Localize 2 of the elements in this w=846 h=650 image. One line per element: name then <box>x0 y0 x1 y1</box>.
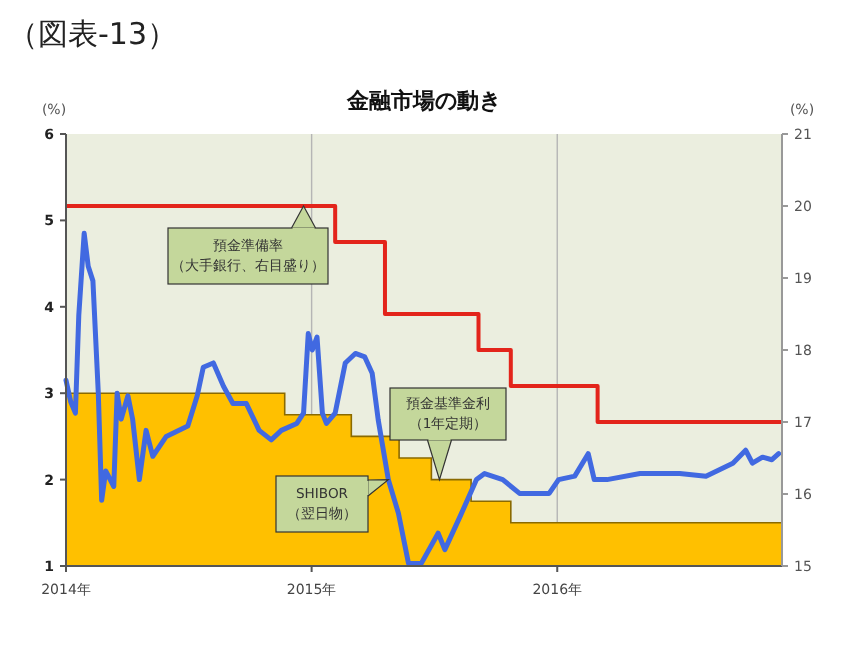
chart-title: 金融市場の動き <box>345 88 501 114</box>
text: （図表-13） <box>8 16 177 52</box>
